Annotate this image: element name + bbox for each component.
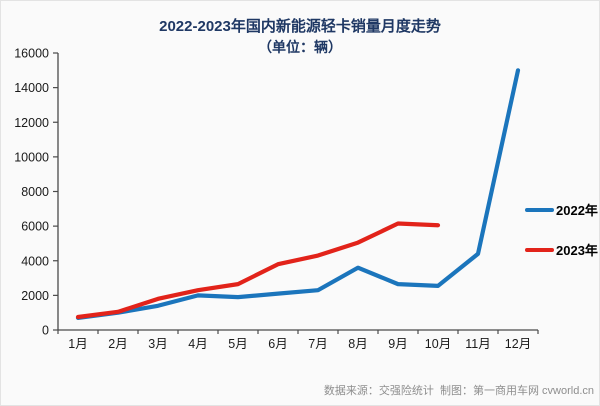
svg-text:5月: 5月 (228, 337, 247, 351)
legend-item-2022: 2022年 (525, 200, 598, 219)
svg-text:2000: 2000 (21, 289, 49, 303)
page-subtitle: （单位：辆） (258, 38, 342, 55)
title-block: 2022-2023年国内新能源轻卡销量月度走势 （单位：辆） (1, 18, 599, 56)
legend-label-2022: 2022年 (556, 203, 598, 218)
legend: 2022年 2023年 (525, 200, 598, 259)
source-note: 数据来源：交强险统计 制图：第一商用车网 cvworld.cn (323, 385, 594, 397)
svg-text:4000: 4000 (21, 254, 49, 268)
svg-text:4月: 4月 (188, 337, 207, 351)
svg-text:12月: 12月 (505, 337, 531, 351)
svg-text:10000: 10000 (14, 150, 49, 164)
svg-text:14000: 14000 (14, 81, 49, 95)
svg-text:9月: 9月 (388, 337, 407, 351)
svg-text:8000: 8000 (21, 185, 49, 199)
svg-text:8月: 8月 (348, 337, 367, 351)
svg-text:10月: 10月 (425, 337, 451, 351)
page-title: 2022-2023年国内新能源轻卡销量月度走势 (159, 18, 441, 35)
legend-line-swatch-2022 (525, 207, 554, 212)
svg-text:2月: 2月 (108, 337, 127, 351)
svg-text:12000: 12000 (14, 116, 49, 130)
svg-text:1月: 1月 (68, 337, 87, 351)
legend-line-swatch-2023 (525, 247, 554, 252)
svg-text:6000: 6000 (21, 220, 49, 234)
svg-text:16000: 16000 (14, 47, 49, 61)
svg-text:11月: 11月 (465, 337, 490, 351)
svg-text:7月: 7月 (308, 337, 327, 351)
svg-text:0: 0 (42, 324, 49, 338)
legend-item-2023: 2023年 (525, 240, 598, 259)
legend-label-2023: 2023年 (556, 243, 598, 258)
svg-text:6月: 6月 (268, 337, 287, 351)
svg-text:3月: 3月 (148, 337, 167, 351)
